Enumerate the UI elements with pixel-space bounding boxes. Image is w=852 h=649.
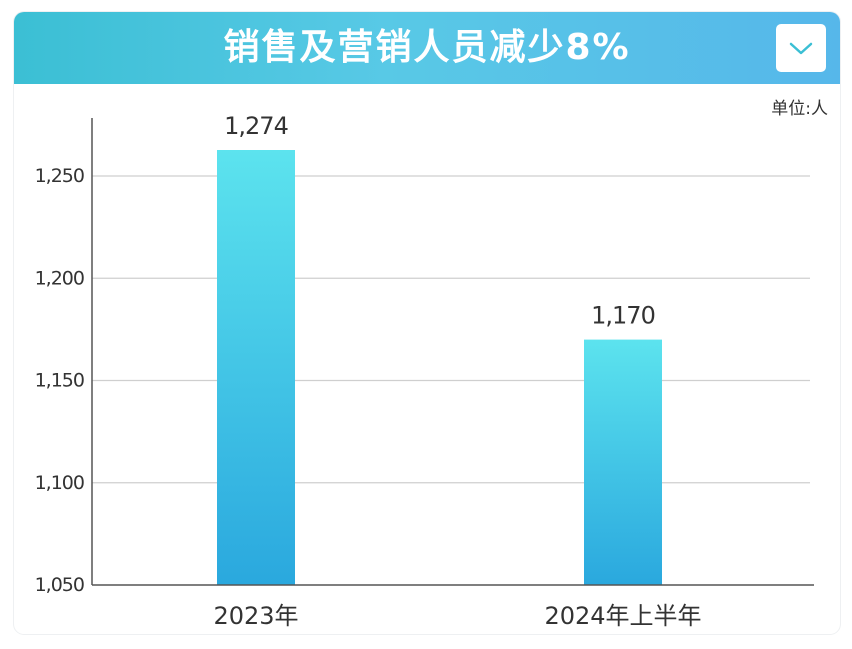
bars [217,150,662,585]
axes [91,118,814,586]
x-category-label: 2023年 [213,602,298,630]
y-tick-label: 1,050 [35,574,84,596]
y-tick-label: 1,150 [35,370,84,392]
chevron-down-icon [789,42,813,55]
chart-header: 销售及营销人员减少8% [14,12,840,84]
x-category-label: 2024年上半年 [544,602,701,630]
chart-card: 销售及营销人员减少8% 单位:人 [14,12,840,634]
bar-value-label: 1,170 [591,302,655,330]
bar [584,339,662,585]
y-tick-label: 1,200 [35,267,84,289]
y-tick-label: 1,250 [35,165,84,187]
labels: 1,050 1,100 1,150 1,200 1,250 1,274 2023年 1,170… [35,112,702,630]
bar [217,150,295,585]
bar-value-label: 1,274 [224,112,288,140]
unit-label: 单位:人 [771,99,828,119]
chart-title: 销售及营销人员减少8% [223,27,631,68]
y-tick-label: 1,100 [35,472,84,494]
grid-lines [92,175,810,484]
dropdown-button[interactable] [776,24,826,72]
